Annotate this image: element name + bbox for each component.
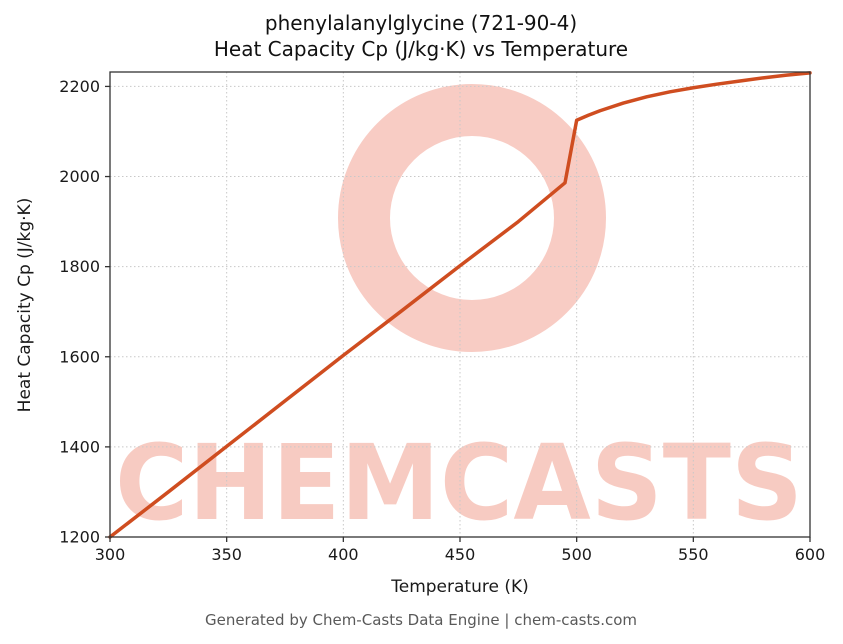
footer-text: Generated by Chem-Casts Data Engine | ch… bbox=[205, 611, 637, 629]
x-tick-label: 600 bbox=[795, 545, 826, 564]
tick-layer: 300 350 400 450 500 550 600 1200 1400 1600 1800 200… bbox=[59, 77, 825, 564]
x-tick-label: 450 bbox=[445, 545, 476, 564]
watermark-ring-icon bbox=[338, 84, 606, 352]
x-tick-label: 550 bbox=[678, 545, 709, 564]
watermark-text: CHEMCASTS bbox=[115, 422, 803, 544]
chemcasts-logo-watermark: CHEMCASTS bbox=[115, 84, 803, 544]
x-tick-label: 300 bbox=[95, 545, 126, 564]
y-tick-label: 1800 bbox=[59, 257, 100, 276]
chart-title-line2: Heat Capacity Cp (J/kg·K) vs Temperature bbox=[214, 37, 628, 61]
x-tick-label: 500 bbox=[561, 545, 592, 564]
cp-series-line bbox=[108, 71, 812, 539]
x-axis-label: Temperature (K) bbox=[390, 577, 529, 597]
y-tick-label: 1600 bbox=[59, 347, 100, 366]
y-tick-label: 2200 bbox=[59, 77, 100, 96]
x-tick-label: 350 bbox=[211, 545, 242, 564]
y-tick-label: 1200 bbox=[59, 528, 100, 547]
y-tick-label: 2000 bbox=[59, 167, 100, 186]
chart-title-line1: phenylalanylglycine (721-90-4) bbox=[265, 11, 577, 35]
y-axis-label: Heat Capacity Cp (J/kg·K) bbox=[15, 198, 35, 413]
x-tick-label: 400 bbox=[328, 545, 359, 564]
y-tick-label: 1400 bbox=[59, 437, 100, 456]
